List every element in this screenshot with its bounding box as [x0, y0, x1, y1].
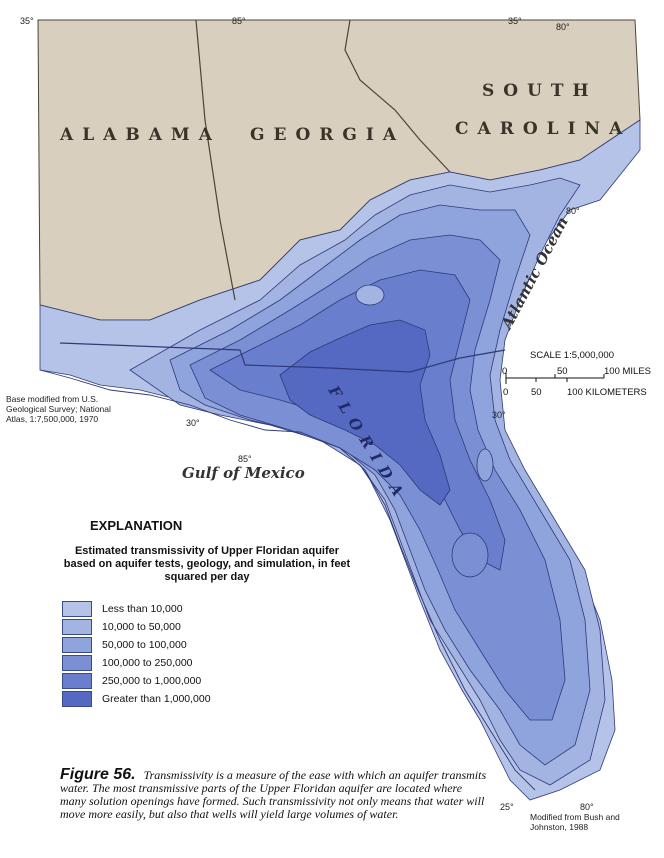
label-carolina: CAROLINA	[455, 119, 631, 139]
legend-item: Greater than 1,000,000	[62, 690, 352, 708]
scale-mi-0: 0	[502, 366, 507, 377]
legend-swatch	[62, 691, 92, 707]
scale-mi-50: 50	[557, 366, 568, 377]
contour-island-1	[451, 532, 489, 578]
coord-80-bottom: 80°	[580, 802, 594, 812]
label-alabama: ALABAMA	[59, 125, 221, 145]
legend-swatch	[62, 619, 92, 635]
scale-km-0: 0	[503, 387, 508, 398]
label-georgia: GEORGIA	[250, 125, 405, 145]
label-south: SOUTH	[482, 81, 598, 101]
legend-swatch	[62, 637, 92, 653]
border-ga-sc	[344, 19, 451, 173]
legend-explanation: EXPLANATION Estimated transmissivity of …	[62, 518, 352, 708]
figure-number: Figure 56.	[60, 766, 136, 783]
scale-km-100: 100 KILOMETERS	[567, 387, 647, 398]
border-fl-north	[59, 342, 506, 373]
border-al-ga	[195, 19, 236, 301]
scale-title: SCALE 1:5,000,000	[530, 350, 614, 361]
legend-label: 50,000 to 100,000	[102, 639, 187, 651]
legend-item: 100,000 to 250,000	[62, 654, 352, 672]
legend-item: 50,000 to 100,000	[62, 636, 352, 654]
legend-item: 250,000 to 1,000,000	[62, 672, 352, 690]
legend-label: Greater than 1,000,000	[102, 693, 211, 705]
legend-item: 10,000 to 50,000	[62, 618, 352, 636]
coord-85-top: 85°	[232, 16, 246, 26]
scale-mi-100: 100 MILES	[604, 366, 651, 377]
coord-80-right: 80°	[566, 206, 580, 216]
legend-label: 10,000 to 50,000	[102, 621, 181, 633]
coord-35-right: 35°	[508, 16, 522, 26]
legend-swatch	[62, 673, 92, 689]
label-gulf: Gulf of Mexico	[182, 464, 305, 482]
contour-island-2	[476, 448, 494, 482]
legend-description: Estimated transmissivity of Upper Florid…	[63, 545, 351, 583]
figure-caption: Figure 56. Transmissivity is a measure of…	[60, 766, 490, 821]
legend-list: Less than 10,000 10,000 to 50,000 50,000 t…	[62, 600, 352, 708]
coord-35-left: 35°	[20, 16, 34, 26]
coord-30-left: 30°	[186, 418, 200, 428]
legend-swatch	[62, 655, 92, 671]
legend-title: EXPLANATION	[90, 518, 183, 533]
legend-label: Less than 10,000	[102, 603, 183, 615]
legend-label: 250,000 to 1,000,000	[102, 675, 202, 687]
base-credit: Base modified from U.S. Geological Surve…	[6, 394, 111, 424]
border-coast	[39, 369, 536, 791]
legend-item: Less than 10,000	[62, 600, 352, 618]
coord-30-right: 30°	[492, 410, 506, 420]
contour-island-3	[355, 284, 385, 306]
source-credit: Modified from Bush and Johnston, 1988	[530, 812, 620, 832]
region-gt-1000000	[279, 319, 451, 506]
figure-text: Transmissivity is a measure of the ease …	[60, 768, 487, 821]
legend-label: 100,000 to 250,000	[102, 657, 193, 669]
coord-85-bottom: 85°	[238, 454, 252, 464]
legend-swatch	[62, 601, 92, 617]
coord-80-top: 80°	[556, 22, 570, 32]
scale-km-50: 50	[531, 387, 542, 398]
coord-25: 25°	[500, 802, 514, 812]
